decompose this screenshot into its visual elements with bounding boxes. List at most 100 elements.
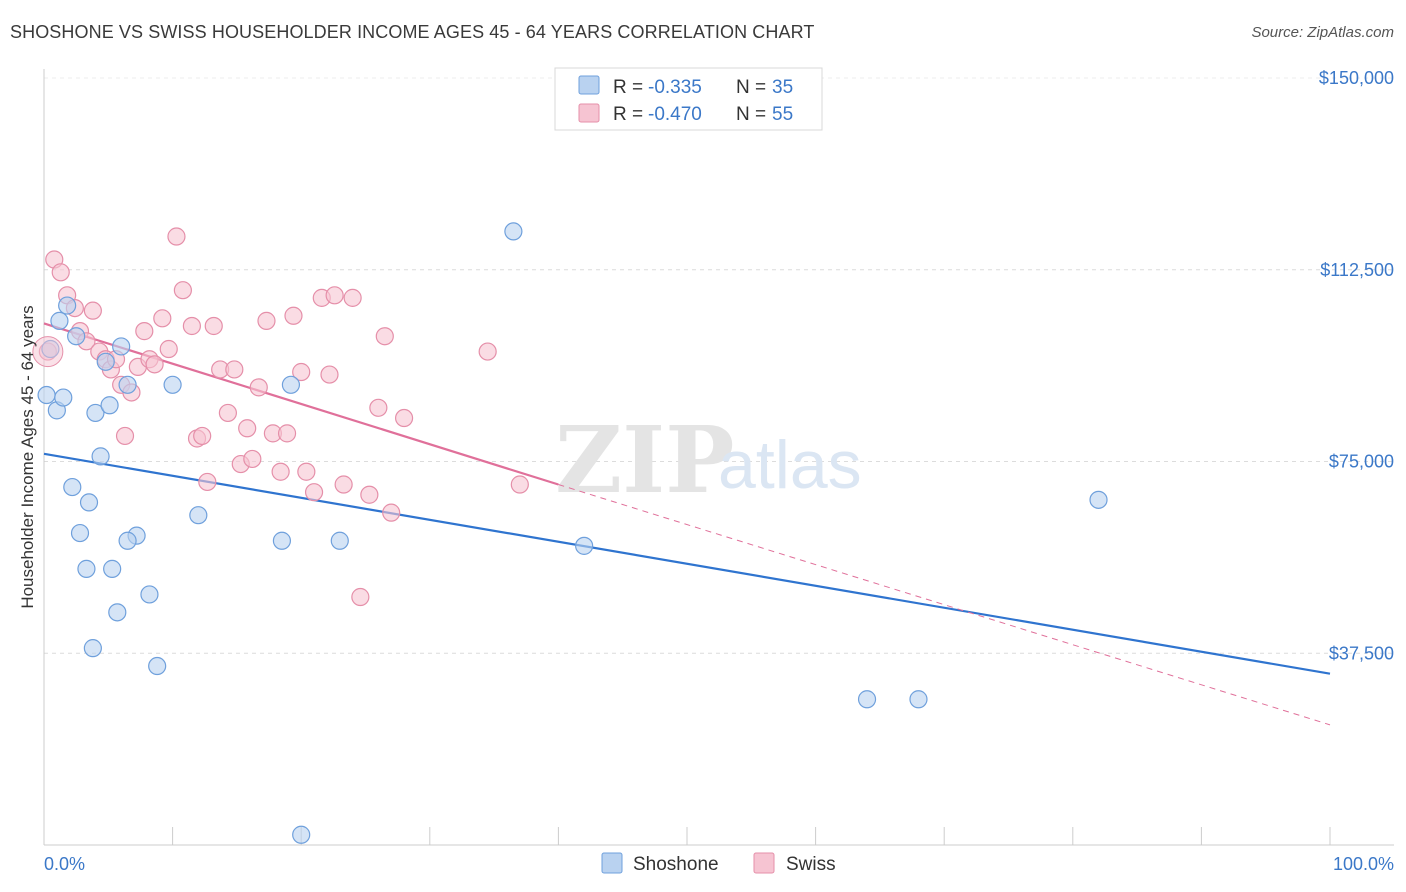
point-swiss-49 [360, 485, 379, 504]
point-swiss-26 [198, 472, 217, 492]
point-swiss-48 [351, 587, 370, 607]
point-swiss-53 [394, 408, 414, 428]
point-shoshone-24 [189, 506, 208, 525]
point-shoshone-28 [330, 531, 349, 550]
x-tick-label-right: 100.0% [1333, 854, 1394, 874]
point-swiss-50 [369, 398, 388, 417]
point-swiss-38 [277, 424, 297, 443]
point-shoshone-3 [50, 311, 69, 330]
y-tick-labels: $150,000 $112,500 $75,000 $37,500 [1319, 68, 1394, 663]
point-shoshone-31 [857, 690, 877, 709]
point-shoshone-30 [575, 536, 594, 555]
legend-r-label-2: R = [613, 104, 643, 125]
point-swiss-7 [83, 301, 102, 320]
point-shoshone-29 [504, 222, 523, 241]
point-swiss-29 [218, 403, 237, 423]
point-swiss-41 [297, 462, 316, 481]
point-swiss-25 [193, 426, 212, 446]
point-swiss-55 [510, 475, 529, 494]
legend-n-label-1: N = [736, 77, 766, 98]
point-shoshone-7 [67, 327, 86, 346]
point-shoshone-16 [103, 559, 122, 578]
trendlines [43, 322, 1331, 726]
x-tick-label-left: 0.0% [44, 854, 85, 874]
point-swiss-35 [257, 311, 276, 330]
point-shoshone-13 [91, 447, 110, 466]
point-swiss-22 [173, 281, 192, 300]
point-shoshone-27 [292, 825, 311, 844]
series-legend: Shoshone Swiss [601, 852, 836, 875]
point-shoshone-15 [100, 396, 119, 415]
shoshone-swatch [578, 75, 600, 95]
point-shoshone-32 [909, 690, 928, 709]
point-swiss-52 [382, 503, 401, 522]
point-shoshone-18 [112, 337, 131, 356]
point-swiss-16 [135, 322, 154, 341]
point-swiss-13 [115, 426, 135, 446]
legend-n-label-2: N = [736, 104, 766, 125]
gridlines [44, 77, 1394, 654]
point-shoshone-9 [77, 559, 96, 578]
trendline-swiss [43, 322, 559, 486]
point-shoshone-6 [63, 477, 82, 497]
watermark-atlas: atlas [718, 427, 862, 503]
point-swiss-18 [145, 355, 164, 374]
legend-n-value-1: 35 [772, 77, 793, 98]
point-shoshone-26 [281, 375, 301, 394]
point-swiss-54 [478, 342, 497, 361]
point-swiss-45 [325, 286, 344, 305]
point-swiss-2 [51, 263, 70, 282]
point-swiss-40 [292, 362, 311, 382]
point-shoshone-0 [37, 385, 56, 405]
y-tick-label-0: $150,000 [1319, 68, 1394, 88]
point-swiss-32 [238, 419, 257, 438]
data-points [32, 222, 1108, 844]
point-swiss-large [32, 336, 64, 368]
point-swiss-19 [153, 309, 172, 328]
point-shoshone-33 [1089, 490, 1108, 509]
legend-swatch-shoshone [601, 852, 623, 874]
y-tick-label-2: $75,000 [1329, 452, 1394, 472]
stats-legend: R = -0.335 N = 35 R = -0.470 N = 55 [554, 67, 823, 131]
point-shoshone-34 [118, 531, 137, 550]
point-swiss-47 [343, 288, 362, 307]
point-shoshone-22 [148, 656, 167, 676]
point-shoshone-8 [70, 523, 90, 543]
point-swiss-39 [284, 306, 303, 325]
y-tick-label-1: $112,500 [1320, 260, 1394, 280]
watermark: ZIP atlas [555, 406, 862, 514]
point-swiss-21 [167, 227, 186, 246]
point-swiss-44 [320, 365, 339, 384]
swiss-swatch [578, 103, 600, 123]
point-shoshone-5 [58, 296, 77, 315]
point-swiss-33 [243, 449, 262, 469]
y-tick-label-3: $37,500 [1329, 643, 1394, 663]
point-swiss-42 [304, 483, 324, 502]
legend-r-value-2: -0.470 [648, 104, 702, 125]
point-shoshone-11 [83, 639, 102, 658]
legend-n-value-2: 55 [772, 104, 793, 125]
point-swiss-46 [334, 475, 353, 494]
trendline-shoshone [43, 452, 1331, 675]
watermark-zip: ZIP [555, 406, 734, 514]
trendline-ext-swiss [558, 484, 1331, 726]
point-shoshone-10 [79, 493, 99, 512]
legend-r-value-1: -0.335 [648, 77, 702, 98]
point-shoshone-25 [272, 531, 292, 550]
point-shoshone-23 [163, 375, 182, 394]
legend-r-label-1: R = [613, 77, 643, 98]
point-shoshone-21 [140, 585, 159, 604]
point-swiss-37 [271, 462, 290, 481]
y-axis-label: Householder Income Ages 45 - 64 years [18, 305, 37, 608]
chart-title: SHOSHONE VS SWISS HOUSEHOLDER INCOME AGE… [10, 22, 815, 42]
point-shoshone-12 [86, 403, 105, 423]
point-swiss-20 [159, 339, 178, 359]
point-shoshone-19 [118, 375, 137, 394]
point-swiss-30 [225, 360, 244, 379]
source-label: Source: ZipAtlas.com [1251, 24, 1394, 41]
point-swiss-27 [204, 316, 223, 336]
point-shoshone-4 [54, 388, 73, 407]
legend-swatch-swiss [753, 852, 775, 874]
point-shoshone-14 [96, 352, 115, 371]
